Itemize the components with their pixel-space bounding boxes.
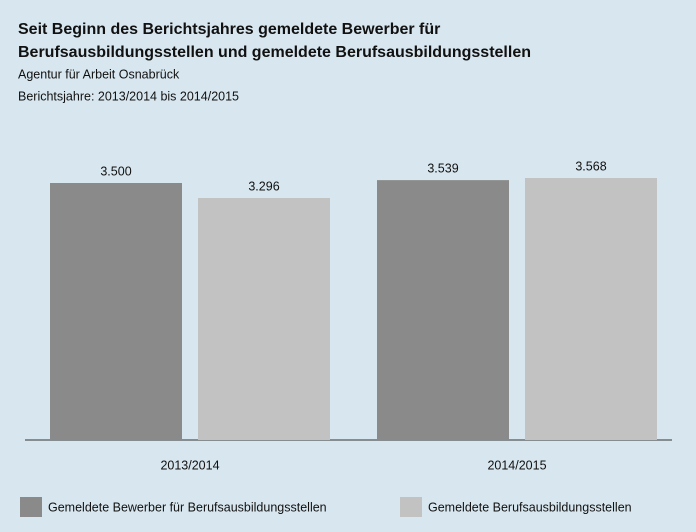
bar (377, 180, 509, 440)
bar (50, 182, 182, 440)
data-label: 3.568 (575, 159, 606, 173)
legend-label: Gemeldete Berufsausbildungsstellen (428, 500, 632, 514)
legend-swatch (400, 497, 422, 517)
bar (525, 178, 657, 440)
legend-swatch (20, 497, 42, 517)
subtitle: Berichtsjahre: 2013/2014 bis 2014/2015 (18, 89, 239, 103)
x-tick-label: 2014/2015 (487, 458, 546, 472)
data-label: 3.500 (100, 164, 131, 178)
subtitle: Agentur für Arbeit Osnabrück (18, 67, 180, 81)
x-tick-label: 2013/2014 (160, 458, 219, 472)
data-label: 3.539 (427, 161, 458, 175)
bar (198, 197, 330, 440)
data-label: 3.296 (248, 179, 279, 193)
chart-title: Seit Beginn des Berichtsjahres gemeldete… (18, 21, 531, 61)
legend-label: Gemeldete Bewerber für Berufsausbildungs… (48, 500, 327, 514)
